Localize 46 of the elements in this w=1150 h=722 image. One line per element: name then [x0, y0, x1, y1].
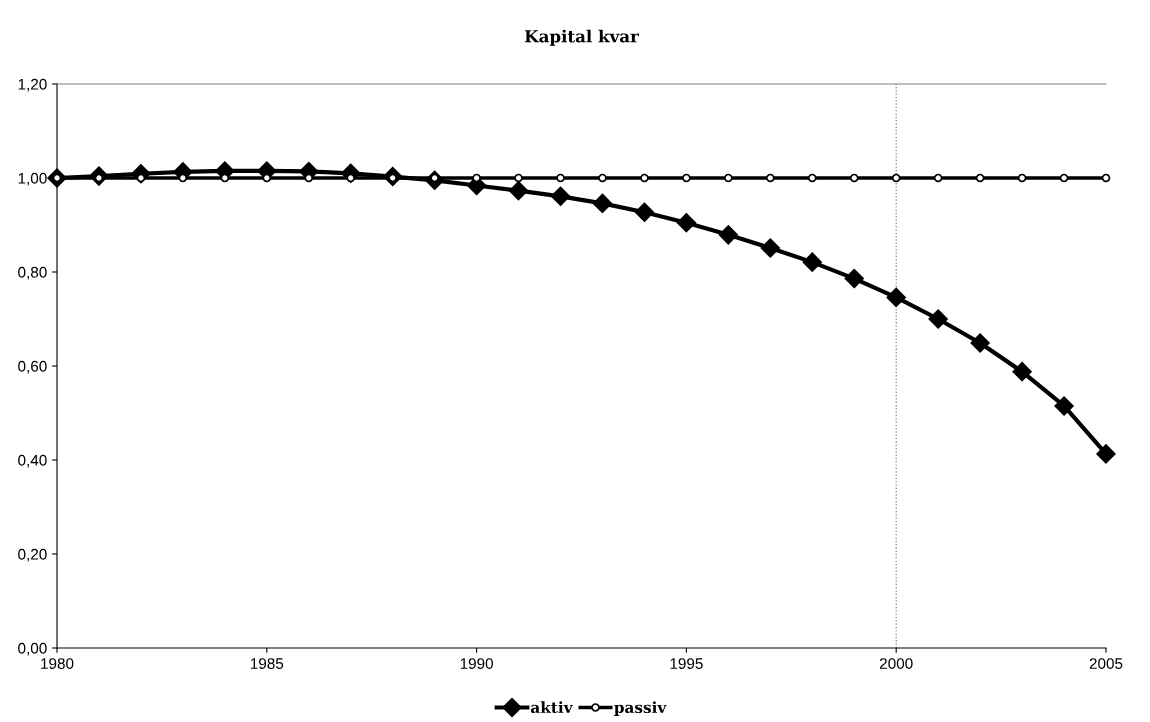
- point: [760, 238, 780, 258]
- legend-label: aktiv: [530, 701, 573, 714]
- y-tick-label: 0,80: [18, 266, 47, 280]
- x-tick-label: 1985: [250, 658, 284, 669]
- y-tick-label: 1,00: [18, 172, 47, 186]
- y-tick-label: 0,60: [18, 360, 47, 374]
- y-tick-label: 0,00: [18, 642, 47, 656]
- x-tick-label: 2000: [879, 658, 913, 669]
- point: [682, 173, 691, 183]
- point: [1054, 396, 1074, 416]
- point: [933, 173, 943, 183]
- x-tick-label: 2005: [1089, 658, 1123, 669]
- point: [724, 173, 733, 183]
- point: [598, 173, 607, 183]
- y-tick-label: 0,40: [18, 454, 47, 468]
- point: [508, 181, 529, 201]
- point: [592, 193, 613, 214]
- point: [766, 173, 775, 183]
- point: [718, 225, 739, 245]
- point: [550, 186, 571, 207]
- point: [640, 173, 649, 183]
- y-tick-label: 0,20: [18, 548, 47, 562]
- point: [844, 268, 864, 289]
- x-tick-label: 1995: [670, 658, 703, 669]
- point: [1017, 173, 1027, 183]
- point: [975, 173, 985, 183]
- x-tick-label: 1980: [41, 658, 74, 669]
- point: [849, 173, 859, 183]
- point: [886, 287, 906, 308]
- point: [802, 252, 822, 272]
- y-tick-label: 1,20: [18, 78, 47, 92]
- point: [634, 202, 655, 222]
- chart-title: Kapital kvar: [524, 29, 640, 46]
- point: [1101, 173, 1111, 183]
- x-tick-label: 1990: [460, 658, 493, 669]
- point: [807, 173, 817, 183]
- point: [928, 309, 948, 329]
- point: [676, 212, 697, 233]
- point: [891, 173, 901, 183]
- legend-label: passiv: [614, 701, 667, 717]
- point: [514, 173, 523, 183]
- point: [1096, 444, 1116, 464]
- point: [970, 333, 990, 353]
- point: [556, 173, 565, 183]
- point: [1012, 361, 1032, 382]
- point: [1059, 173, 1069, 183]
